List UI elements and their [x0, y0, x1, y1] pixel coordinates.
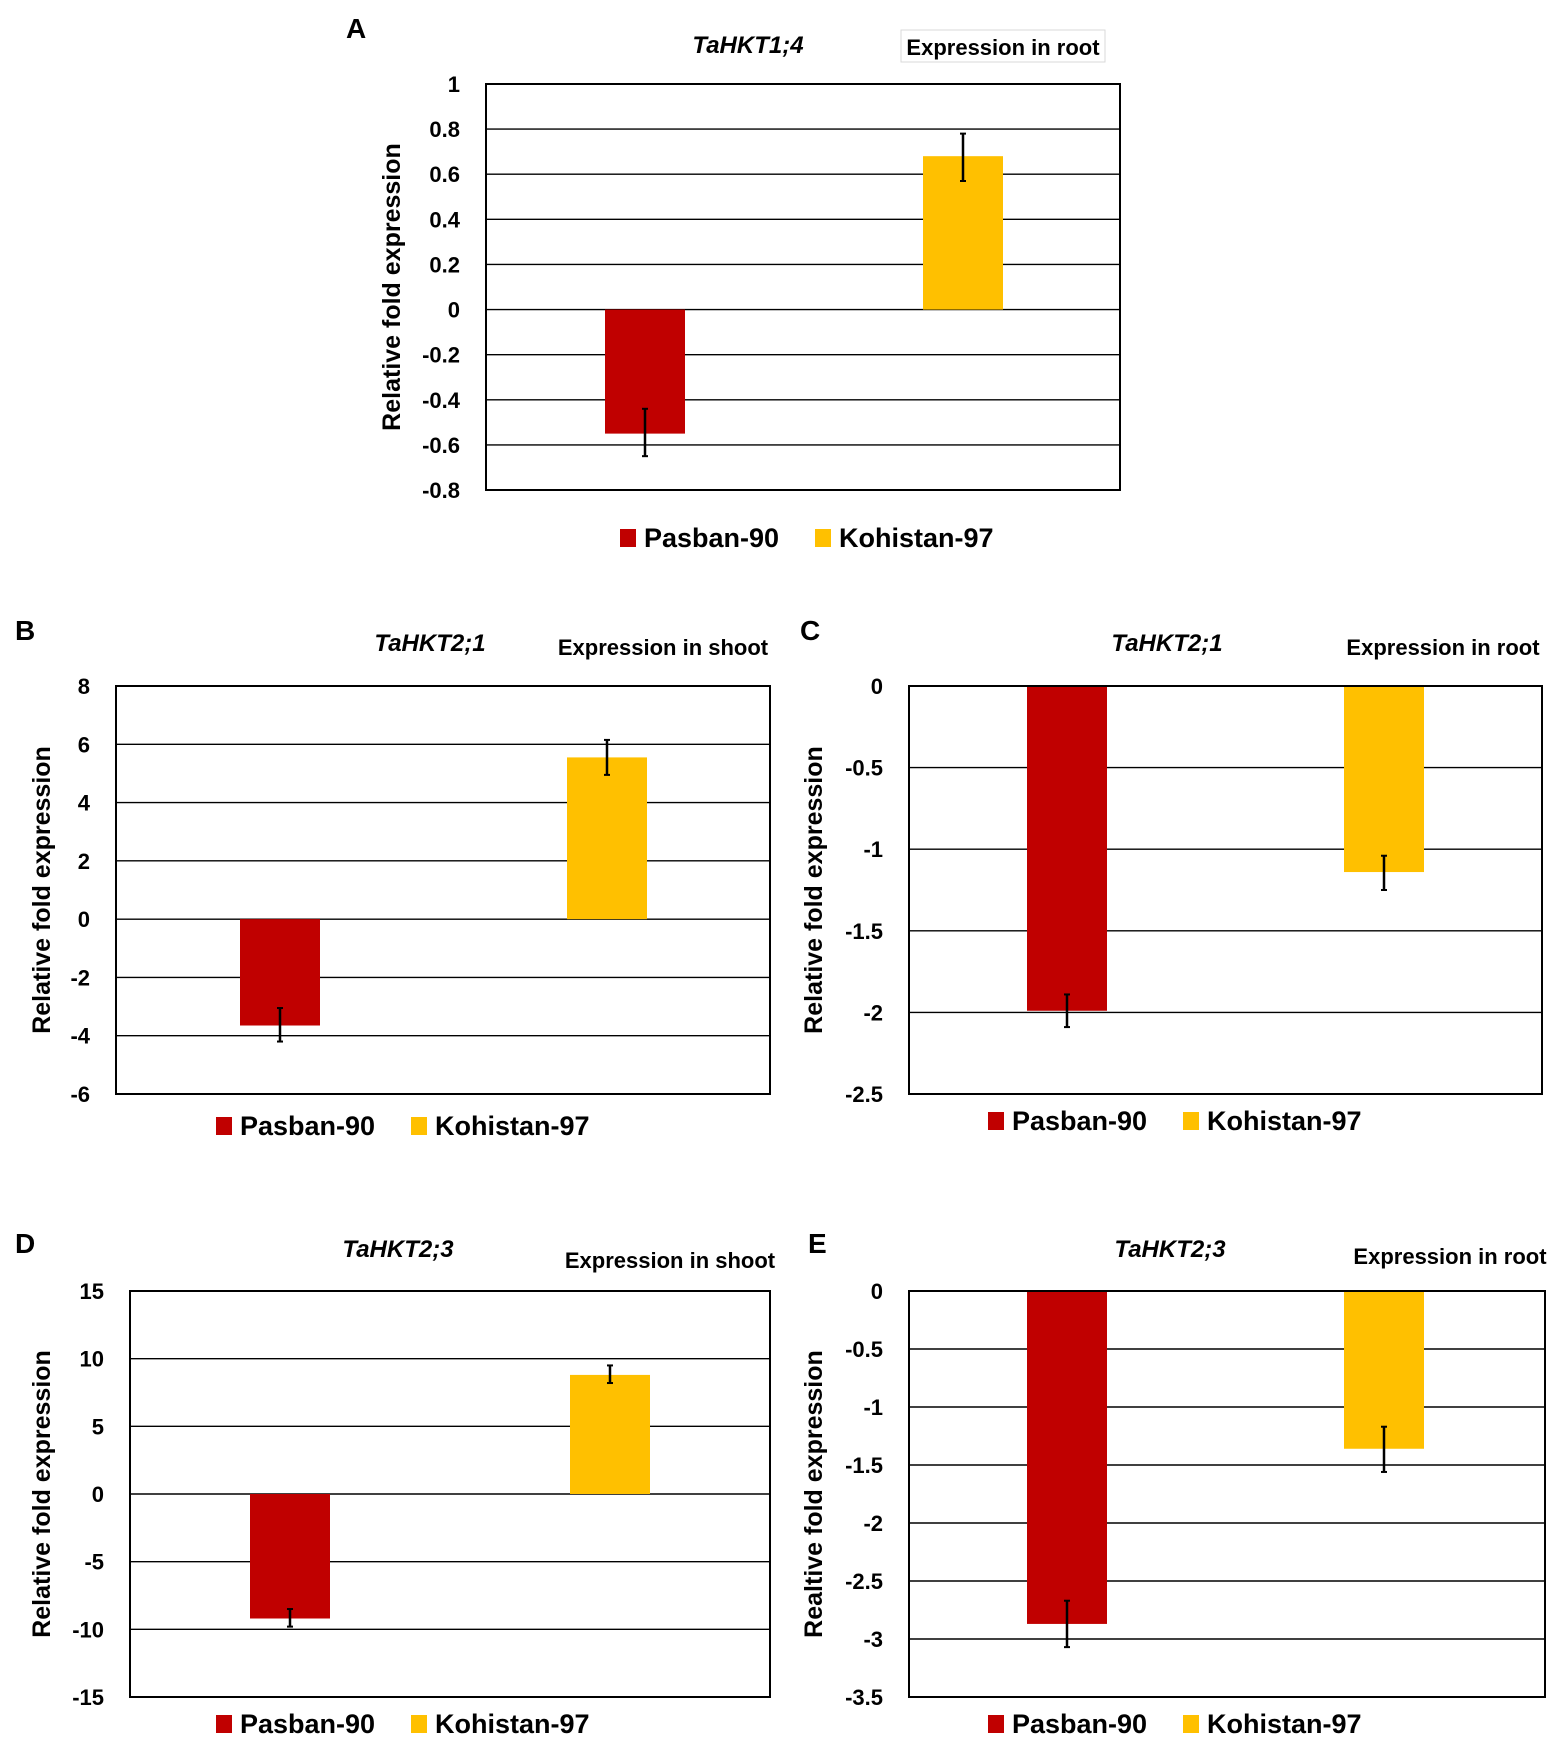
panel-d-legend-swatch-kohistan — [411, 1715, 427, 1733]
panel-e-tick-label: -1 — [863, 1395, 883, 1420]
panel-e-bar-kohistan — [1344, 1291, 1424, 1449]
panel-c-subtitle: Expression in root — [1346, 635, 1540, 660]
panel-b-ylabel: Relative fold expression — [28, 746, 56, 1034]
panel-c-tick-label: -1 — [863, 837, 883, 862]
panel-a-tick-label: -0.6 — [422, 433, 460, 458]
panel-a-legend-swatch-kohistan — [815, 529, 831, 547]
panel-e-tick-label: 0 — [871, 1279, 883, 1304]
panel-e-tick-label: -1.5 — [845, 1453, 883, 1478]
panel-b-tick-label: -2 — [70, 965, 90, 990]
panel-a-legend-label-pasban: Pasban-90 — [644, 523, 779, 553]
panel-d-ylabel: Relative fold expression — [28, 1350, 56, 1638]
panel-e-tick-label: -2 — [863, 1511, 883, 1536]
panel-e-tick-label: -2.5 — [845, 1569, 883, 1594]
panel-b-legend-swatch-kohistan — [411, 1117, 427, 1135]
panel-e-tick-label: -3 — [863, 1627, 883, 1652]
panel-a-tick-label: 0.4 — [429, 207, 460, 232]
panel-a-ylabel: Relative fold expression — [378, 143, 406, 431]
panel-b-tick-label: 8 — [78, 674, 90, 699]
panel-d-legend-label-kohistan: Kohistan-97 — [435, 1709, 590, 1739]
panel-a-letter: A — [346, 13, 366, 44]
panel-b-legend-swatch-pasban — [216, 1117, 232, 1135]
panel-b-tick-label: -4 — [70, 1024, 90, 1049]
panel-d-bar-pasban — [250, 1494, 330, 1619]
panel-b-letter: B — [15, 615, 35, 646]
panel-e-ylabel: Realtive fold expression — [800, 1350, 828, 1638]
panel-e-bar-pasban — [1027, 1291, 1107, 1624]
panel-a-tick-label: -0.8 — [422, 478, 460, 503]
panel-a-title: TaHKT1;4 — [692, 32, 803, 59]
panel-b-legend-label-kohistan: Kohistan-97 — [435, 1111, 590, 1141]
panel-c-tick-label: -2 — [863, 1000, 883, 1025]
panel-d-legend-label-pasban: Pasban-90 — [240, 1709, 375, 1739]
panel-c-letter: C — [800, 615, 820, 646]
panel-d-title: TaHKT2;3 — [342, 1236, 454, 1263]
panel-a-legend-swatch-pasban — [620, 529, 636, 547]
panel-d-subtitle: Expression in shoot — [565, 1248, 776, 1273]
panel-c-tick-label: -1.5 — [845, 919, 883, 944]
panel-b-tick-label: -6 — [70, 1082, 90, 1107]
panel-e-plot-frame — [908, 1290, 1546, 1698]
panel-b-plot-frame — [115, 685, 771, 1095]
panel-c-title: TaHKT2;1 — [1111, 630, 1222, 657]
panel-d-tick-label: 15 — [80, 1279, 104, 1304]
panel-d-letter: D — [15, 1228, 35, 1259]
panel-d-tick-label: 5 — [92, 1414, 104, 1439]
panel-c-bar-kohistan — [1344, 686, 1424, 873]
panel-e-title: TaHKT2;3 — [1114, 1236, 1226, 1263]
panel-d-tick-label: -10 — [72, 1617, 104, 1642]
panel-b-tick-label: 2 — [78, 849, 90, 874]
panel-b-title: TaHKT2;1 — [374, 630, 485, 657]
panel-a-subtitle-box — [900, 29, 1106, 63]
panel-d-legend-swatch-pasban — [216, 1715, 232, 1733]
panel-a-tick-label: 0.8 — [429, 117, 460, 142]
panel-d-tick-label: 10 — [80, 1347, 104, 1372]
panel-b-tick-label: 0 — [78, 907, 90, 932]
panel-c-plot-frame — [908, 685, 1543, 1095]
panel-d-bar-kohistan — [570, 1374, 650, 1494]
panel-a-plot-frame — [485, 83, 1121, 491]
panel-c-tick-label: -0.5 — [845, 756, 883, 781]
panel-e-tick-label: -0.5 — [845, 1337, 883, 1362]
panel-c-ylabel: Relative fold expression — [800, 746, 828, 1034]
panel-c-legend-swatch-pasban — [988, 1112, 1004, 1130]
panel-d-tick-label: -5 — [84, 1550, 104, 1575]
panel-a-tick-label: 0 — [448, 298, 460, 323]
panel-d-tick-label: -15 — [72, 1685, 104, 1710]
panel-e-legend-label-pasban: Pasban-90 — [1012, 1709, 1147, 1739]
panel-a-subtitle: Expression in root — [906, 35, 1100, 60]
panel-e-legend-swatch-kohistan — [1183, 1715, 1199, 1733]
panel-d-plot-frame — [129, 1290, 771, 1698]
panel-c-legend-swatch-kohistan — [1183, 1112, 1199, 1130]
panel-e-legend-swatch-pasban — [988, 1715, 1004, 1733]
panel-e-subtitle: Expression in root — [1353, 1244, 1547, 1269]
panel-b-subtitle: Expression in shoot — [558, 635, 769, 660]
panel-d-tick-label: 0 — [92, 1482, 104, 1507]
panel-e-legend-label-kohistan: Kohistan-97 — [1207, 1709, 1362, 1739]
panel-b-legend-label-pasban: Pasban-90 — [240, 1111, 375, 1141]
panel-e-letter: E — [808, 1228, 827, 1259]
panel-c-tick-label: 0 — [871, 674, 883, 699]
panel-a-tick-label: 0.2 — [429, 252, 460, 277]
panel-a-tick-label: 1 — [448, 72, 460, 97]
panel-e-tick-label: -3.5 — [845, 1685, 883, 1710]
panel-c-bar-pasban — [1027, 686, 1107, 1011]
panel-a-tick-label: 0.6 — [429, 162, 460, 187]
panel-b-tick-label: 4 — [78, 791, 91, 816]
panel-c-legend-label-pasban: Pasban-90 — [1012, 1106, 1147, 1136]
panel-b-tick-label: 6 — [78, 732, 90, 757]
panel-a-tick-label: -0.4 — [422, 388, 461, 413]
panel-a-legend-label-kohistan: Kohistan-97 — [839, 523, 994, 553]
panel-c-legend-label-kohistan: Kohistan-97 — [1207, 1106, 1362, 1136]
panel-c-tick-label: -2.5 — [845, 1082, 883, 1107]
panel-b-bar-kohistan — [567, 757, 647, 920]
panel-a-tick-label: -0.2 — [422, 343, 460, 368]
